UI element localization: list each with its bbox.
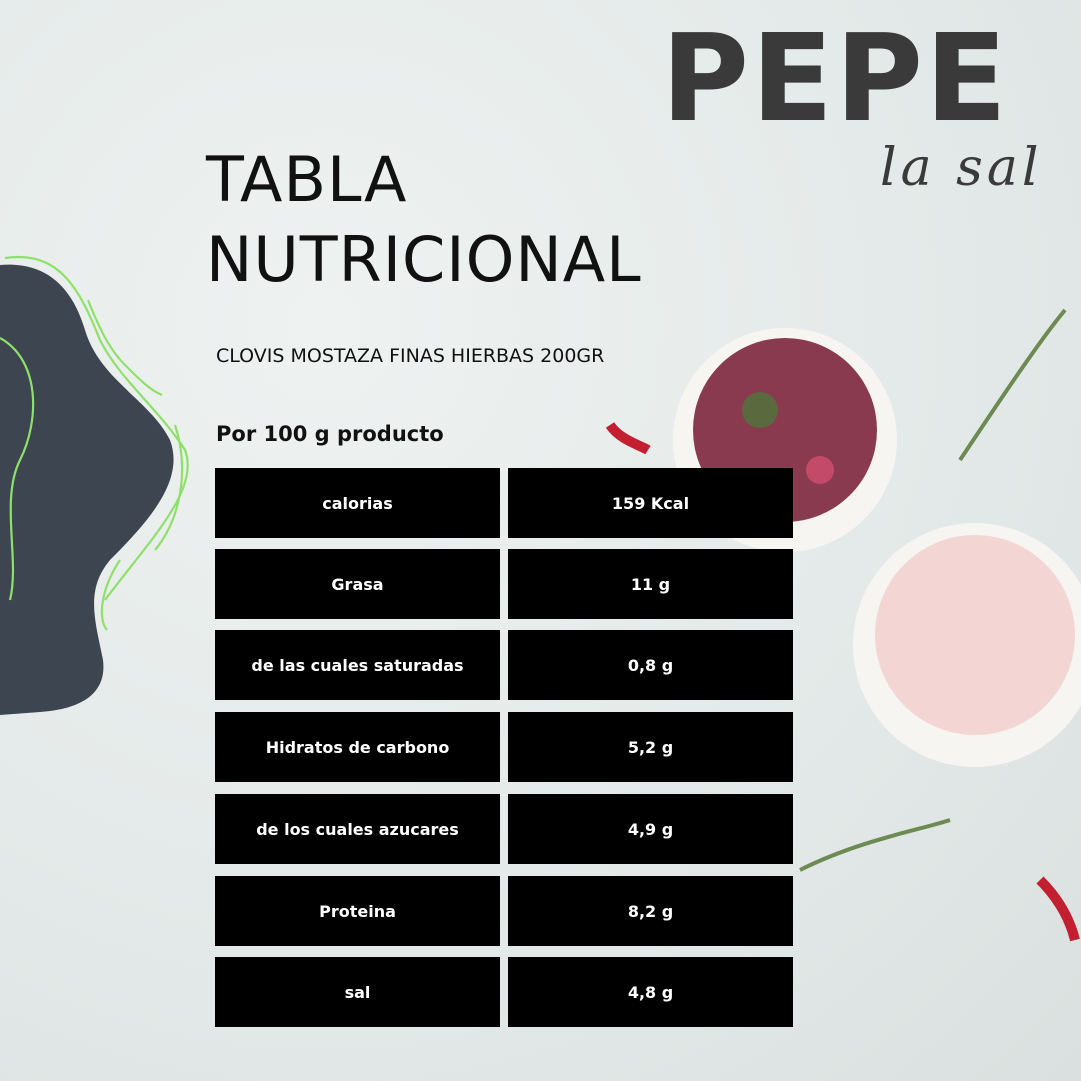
spice-bowl-illustration: [605, 308, 1081, 942]
table-row: Hidratos de carbono 5,2 g: [215, 712, 793, 782]
nutrient-value: 8,2 g: [508, 876, 793, 946]
table-row: de los cuales azucares 4,9 g: [215, 794, 793, 864]
green-lines: [0, 255, 189, 631]
product-name: CLOVIS MOSTAZA FINAS HIERBAS 200GR: [216, 345, 605, 367]
table-row: sal 4,8 g: [215, 957, 793, 1027]
brand-tagline: la sal: [880, 138, 1043, 198]
title-line-2: NUTRICIONAL: [206, 223, 642, 296]
table-row: Proteina 8,2 g: [215, 876, 793, 946]
brand-logo: PEPE: [661, 10, 1009, 149]
nutrient-value: 4,9 g: [508, 794, 793, 864]
nutrient-value: 159 Kcal: [508, 468, 793, 538]
nutrient-label: Grasa: [215, 549, 500, 619]
title-line-1: TABLA: [206, 143, 408, 216]
nutrient-value: 0,8 g: [508, 630, 793, 700]
nutrient-value: 5,2 g: [508, 712, 793, 782]
page-title: TABLA NUTRICIONAL: [206, 140, 642, 300]
nutrient-label: calorias: [215, 468, 500, 538]
table-row: Grasa 11 g: [215, 549, 793, 619]
per-100g-label: Por 100 g producto: [216, 422, 444, 446]
nutrient-label: de las cuales saturadas: [215, 630, 500, 700]
table-row: calorias 159 Kcal: [215, 468, 793, 538]
nutrient-label: de los cuales azucares: [215, 794, 500, 864]
table-row: de las cuales saturadas 0,8 g: [215, 630, 793, 700]
nutrient-label: sal: [215, 957, 500, 1027]
dark-blob-shape: [0, 264, 174, 715]
nutrient-value: 11 g: [508, 549, 793, 619]
nutrient-label: Proteina: [215, 876, 500, 946]
nutrient-label: Hidratos de carbono: [215, 712, 500, 782]
nutrient-value: 4,8 g: [508, 957, 793, 1027]
